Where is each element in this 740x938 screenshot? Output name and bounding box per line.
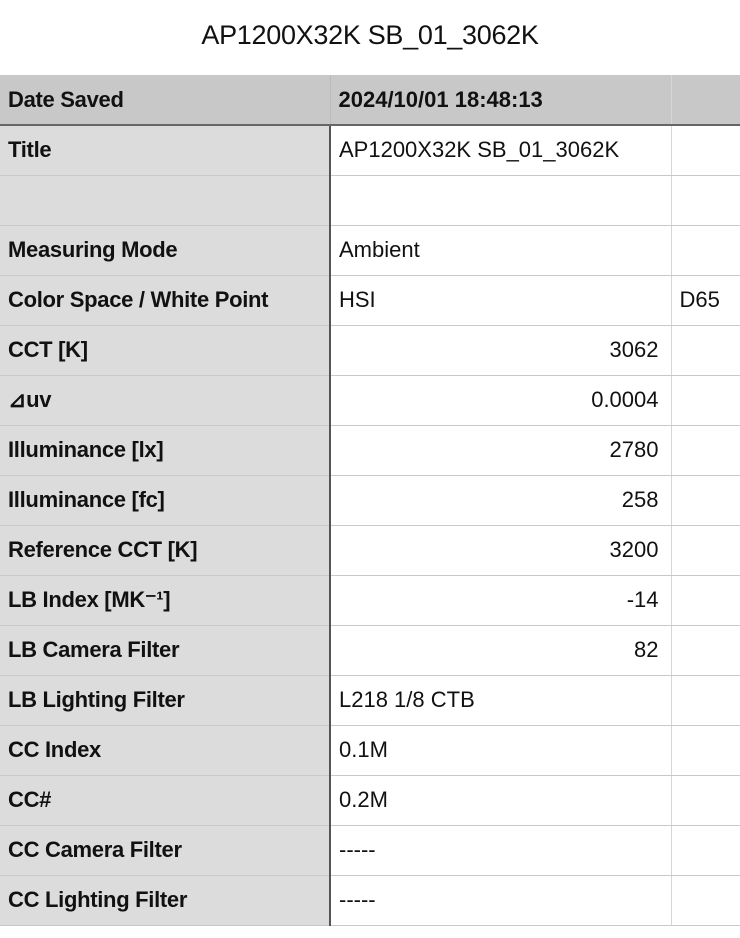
row-value[interactable]: ----- — [330, 875, 672, 926]
row-value[interactable]: 82 — [330, 625, 672, 676]
table-row: CC# 0.2M — [0, 775, 740, 826]
table-row: Color Space / White Point HSI D65 — [0, 275, 740, 326]
table-row: CC Index 0.1M — [0, 725, 740, 776]
row-label: Illuminance [fc] — [0, 475, 331, 526]
header-value: 2024/10/01 18:48:13 — [330, 75, 672, 126]
table-row: ⊿uv 0.0004 — [0, 375, 740, 426]
row-label: Title — [0, 125, 331, 176]
row-extra[interactable] — [671, 175, 740, 226]
row-label: Illuminance [lx] — [0, 425, 331, 476]
table-row: LB Index [MK⁻¹] -14 — [0, 575, 740, 626]
row-extra[interactable] — [671, 325, 740, 376]
row-extra[interactable] — [671, 825, 740, 876]
table-row: CC Camera Filter ----- — [0, 825, 740, 876]
row-extra[interactable]: D65 — [671, 275, 740, 326]
table-row: CC Lighting Filter ----- — [0, 875, 740, 926]
row-value[interactable] — [330, 175, 672, 226]
header-row: Date Saved 2024/10/01 18:48:13 — [0, 75, 740, 126]
row-extra[interactable] — [671, 125, 740, 176]
row-extra[interactable] — [671, 425, 740, 476]
row-label: Reference CCT [K] — [0, 525, 331, 576]
table-row: LB Lighting Filter L218 1/8 CTB — [0, 675, 740, 726]
row-label — [0, 175, 331, 226]
table-row — [0, 175, 740, 226]
row-label: CCT [K] — [0, 325, 331, 376]
row-label: CC# — [0, 775, 331, 826]
row-value[interactable]: -14 — [330, 575, 672, 626]
row-label: Measuring Mode — [0, 225, 331, 276]
row-label: CC Lighting Filter — [0, 875, 331, 926]
row-extra[interactable] — [671, 625, 740, 676]
table-row: Reference CCT [K] 3200 — [0, 525, 740, 576]
table-row: Illuminance [fc] 258 — [0, 475, 740, 526]
row-value[interactable]: 3200 — [330, 525, 672, 576]
row-extra[interactable] — [671, 225, 740, 276]
row-label: CC Camera Filter — [0, 825, 331, 876]
row-label: LB Camera Filter — [0, 625, 331, 676]
row-value[interactable]: 3062 — [330, 325, 672, 376]
header-label: Date Saved — [0, 75, 331, 126]
row-extra[interactable] — [671, 725, 740, 776]
row-value[interactable]: 2780 — [330, 425, 672, 476]
row-label: Color Space / White Point — [0, 275, 331, 326]
table-row: CCT [K] 3062 — [0, 325, 740, 376]
measurement-table: Date Saved 2024/10/01 18:48:13 Title AP12… — [0, 75, 740, 926]
row-value[interactable]: Ambient — [330, 225, 672, 276]
row-value[interactable]: 0.0004 — [330, 375, 672, 426]
document-title: AP1200X32K SB_01_3062K — [201, 20, 539, 50]
row-extra[interactable] — [671, 875, 740, 926]
table-row: Measuring Mode Ambient — [0, 225, 740, 276]
table-row: LB Camera Filter 82 — [0, 625, 740, 676]
row-extra[interactable] — [671, 475, 740, 526]
row-extra[interactable] — [671, 575, 740, 626]
row-extra[interactable] — [671, 775, 740, 826]
row-extra[interactable] — [671, 375, 740, 426]
row-label: LB Index [MK⁻¹] — [0, 575, 331, 626]
table-row: Illuminance [lx] 2780 — [0, 425, 740, 476]
table-row: Title AP1200X32K SB_01_3062K — [0, 125, 740, 176]
row-extra[interactable] — [671, 525, 740, 576]
row-value[interactable]: ----- — [330, 825, 672, 876]
row-value[interactable]: L218 1/8 CTB — [330, 675, 672, 726]
row-value[interactable]: 0.2M — [330, 775, 672, 826]
row-label: LB Lighting Filter — [0, 675, 331, 726]
row-value[interactable]: HSI — [330, 275, 672, 326]
row-extra[interactable] — [671, 675, 740, 726]
header-extra — [671, 75, 740, 126]
row-value[interactable]: 0.1M — [330, 725, 672, 776]
row-value[interactable]: AP1200X32K SB_01_3062K — [330, 125, 672, 176]
row-value[interactable]: 258 — [330, 475, 672, 526]
row-label: CC Index — [0, 725, 331, 776]
row-label: ⊿uv — [0, 375, 331, 426]
